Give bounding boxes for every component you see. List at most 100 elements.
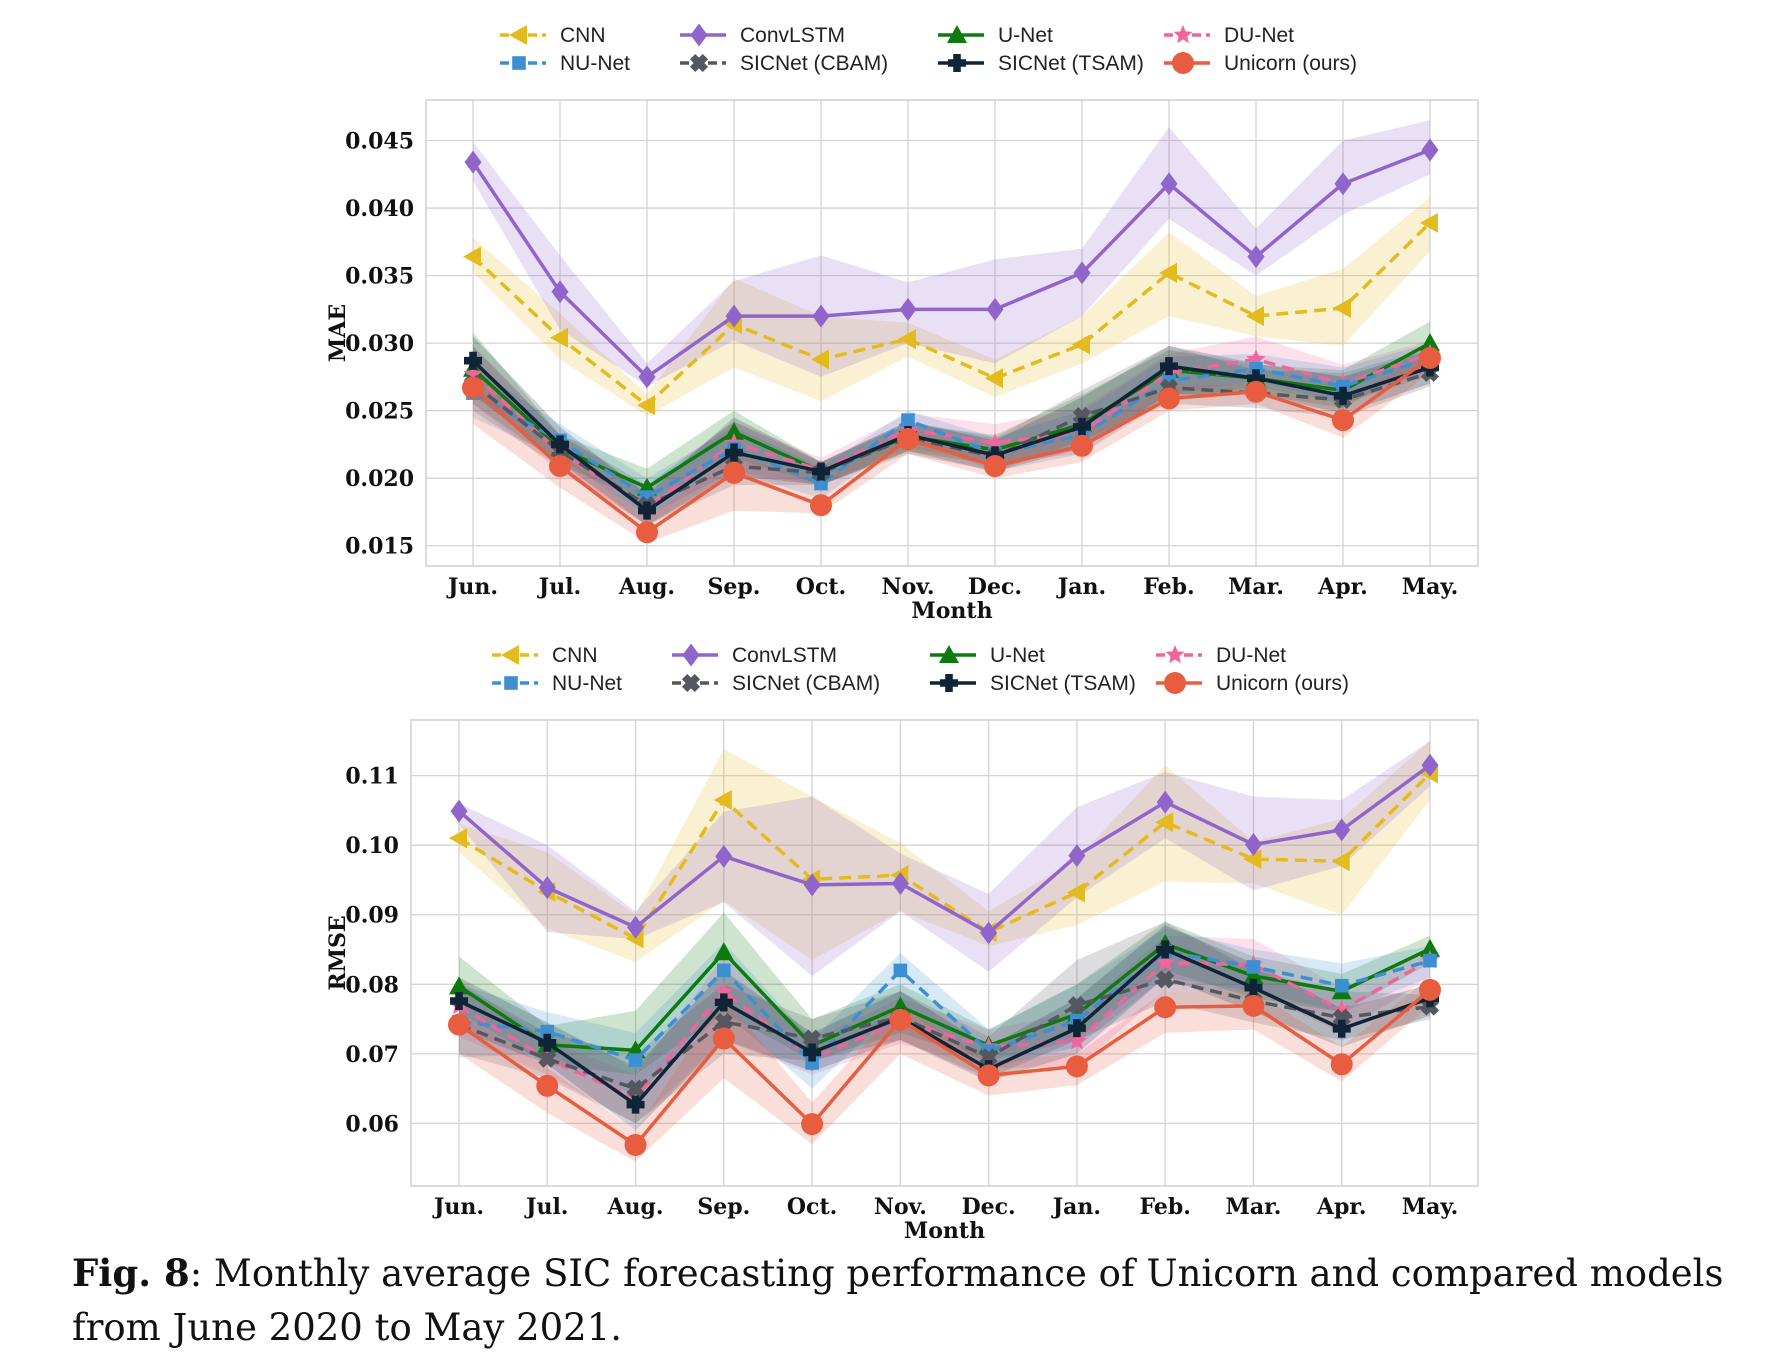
- data-point: [1154, 996, 1177, 1019]
- x-tick-label: Jun.: [432, 1194, 484, 1220]
- y-tick-label: 0.09: [345, 903, 399, 929]
- data-point: [714, 981, 734, 1001]
- data-point: [1065, 1055, 1088, 1078]
- x-tick-label: Aug.: [606, 1194, 663, 1220]
- data-point: [715, 844, 733, 868]
- data-point: [898, 329, 916, 350]
- legend-item-nu-net: NU-Net: [500, 52, 630, 75]
- data-point: [538, 1033, 557, 1052]
- data-point: [628, 1053, 643, 1067]
- legend-label: U-Net: [990, 644, 1045, 667]
- data-point: [891, 871, 909, 895]
- legend-item-du-net: DU-Net: [1156, 644, 1286, 667]
- series-line: [458, 949, 1431, 1065]
- band-nu-net: [473, 343, 1430, 517]
- legend-item-nu-net: NU-Net: [492, 672, 622, 695]
- data-point: [463, 246, 481, 267]
- band-nu-net: [459, 928, 1430, 1096]
- data-point: [462, 376, 484, 399]
- data-point: [985, 433, 1005, 452]
- data-point: [536, 1074, 559, 1097]
- legend-marker-x-icon: [689, 53, 709, 73]
- legend-label: DU-Net: [1224, 24, 1294, 47]
- data-point: [1332, 409, 1354, 432]
- series-line: [471, 221, 1432, 408]
- legend-marker-triangle-left-icon: [509, 25, 527, 45]
- x-tick-label: Jan.: [1051, 1194, 1101, 1220]
- series-line: [458, 947, 1431, 1107]
- legend-label: ConvLSTM: [740, 24, 845, 47]
- x-tick-label: May.: [1402, 574, 1459, 600]
- x-axis-label: Month: [904, 1218, 985, 1244]
- y-tick-label: 0.08: [345, 972, 399, 998]
- data-point: [1155, 812, 1174, 833]
- data-point: [1160, 172, 1178, 196]
- data-point: [626, 1095, 645, 1114]
- data-point: [897, 428, 919, 451]
- x-tick-label: Sep.: [708, 574, 761, 600]
- data-point: [448, 1013, 470, 1036]
- data-point: [717, 963, 731, 978]
- legend-item-cnn: CNN: [500, 24, 606, 47]
- legend-marker-star-icon: [1165, 645, 1185, 664]
- band-convlstm: [459, 740, 1430, 976]
- data-point: [812, 462, 830, 481]
- legend-marker-square-icon: [504, 676, 518, 690]
- data-point: [1073, 417, 1091, 436]
- figure-caption: Fig. 8: Monthly average SIC forecasting …: [72, 1246, 1772, 1355]
- x-tick-label: Apr.: [1316, 1194, 1367, 1220]
- x-tick-label: Jun.: [446, 574, 498, 600]
- data-point: [450, 799, 468, 823]
- data-point: [550, 327, 568, 348]
- bands: [473, 120, 1430, 544]
- data-point: [637, 395, 655, 416]
- legend-marker-x-icon: [681, 673, 701, 693]
- x-tick-label: Mar.: [1228, 574, 1284, 600]
- series-line: [457, 763, 1432, 935]
- x-tick-label: Dec.: [962, 1194, 1016, 1220]
- data-point: [986, 297, 1004, 321]
- data-point: [889, 1008, 912, 1031]
- data-point: [984, 455, 1006, 478]
- series-line: [458, 958, 1431, 1100]
- x-tick-label: Oct.: [796, 574, 846, 600]
- band-cnn: [473, 197, 1430, 417]
- data-point: [1423, 953, 1437, 968]
- legend-item-unicorn-ours: Unicorn (ours): [1164, 52, 1357, 75]
- band-u-net: [473, 321, 1430, 503]
- data-point: [1334, 386, 1352, 405]
- data-point: [1066, 882, 1085, 903]
- data-point: [801, 1113, 824, 1136]
- data-point: [1247, 369, 1265, 388]
- data-point: [636, 521, 658, 544]
- legend-item-sicnet-tsam: SICNet (TSAM): [938, 52, 1144, 75]
- legend-top-chart: CNN ConvLSTM U-Net DU-Net NU-Net SICNet (CBAM…: [500, 23, 1357, 75]
- y-tick-label: 0.035: [345, 264, 414, 290]
- data-point: [712, 1027, 735, 1050]
- legend-label: SICNet (TSAM): [990, 672, 1136, 695]
- data-point: [1419, 346, 1441, 369]
- rmse-chart: 0.06 0.07 0.08 0.09 0.10 0.11 Jun. Jul. Aug. Sep.…: [325, 719, 1479, 1244]
- legend-item-sicnet-cbam: SICNet (CBAM): [680, 52, 888, 75]
- legend-label: SICNet (TSAM): [998, 52, 1144, 75]
- x-tick-label: Feb.: [1143, 574, 1194, 600]
- data-point: [1068, 844, 1086, 868]
- data-point: [803, 1043, 822, 1062]
- series-line: [471, 148, 1431, 379]
- legend-label: Unicorn (ours): [1224, 52, 1357, 75]
- x-tick-label: Jul.: [524, 1194, 568, 1220]
- y-tick-label: 0.020: [345, 466, 414, 492]
- data-point: [1158, 387, 1180, 410]
- series-unicorn-ours: [448, 978, 1441, 1156]
- data-point: [1331, 851, 1350, 872]
- y-tick-label: 0.025: [345, 399, 414, 425]
- data-point: [538, 1049, 557, 1068]
- data-point: [1067, 1031, 1087, 1050]
- data-point: [1247, 245, 1265, 269]
- legend-label: ConvLSTM: [732, 644, 837, 667]
- x-tick-label: Feb.: [1139, 1194, 1190, 1220]
- legend-marker-triangle-up-icon: [947, 25, 967, 43]
- data-point: [1420, 938, 1440, 957]
- series-line: [471, 371, 1431, 507]
- bands: [459, 740, 1430, 1162]
